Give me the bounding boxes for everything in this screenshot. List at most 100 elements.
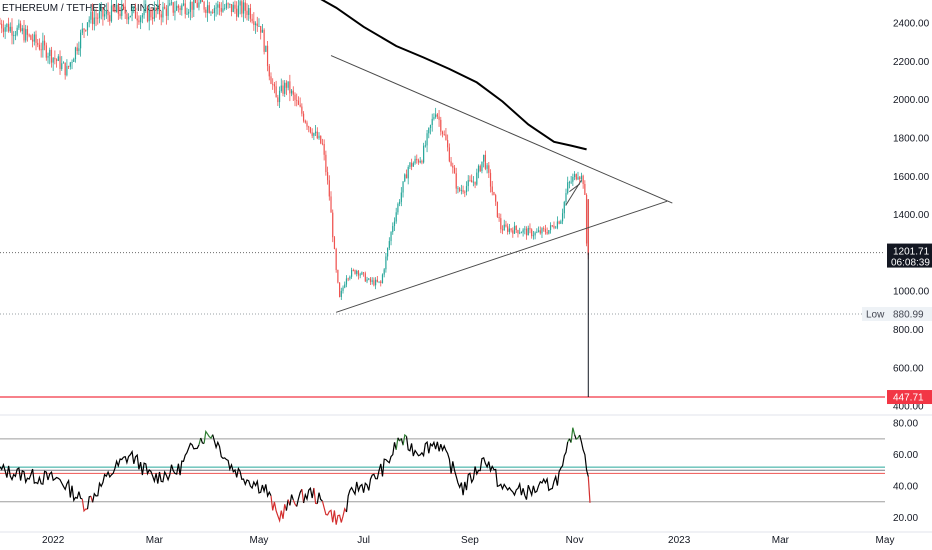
candle-body	[527, 227, 529, 236]
candle-body	[575, 174, 577, 180]
candle-body	[119, 13, 121, 16]
candle-body	[232, 4, 234, 12]
candle-body	[498, 217, 500, 219]
candle-body	[203, 1, 205, 10]
candle-body	[110, 5, 113, 22]
candle-body	[263, 29, 265, 52]
candle-body	[376, 279, 378, 282]
candle-body	[496, 201, 498, 218]
candle-body	[568, 182, 571, 183]
candle-body	[409, 162, 411, 168]
candle-body	[585, 194, 588, 244]
candle-body	[37, 42, 39, 45]
candle-body	[76, 47, 78, 52]
candle-body	[59, 56, 61, 69]
candle-body	[407, 167, 409, 179]
candle-body	[277, 97, 279, 103]
candle-body	[69, 62, 71, 67]
candle-body	[489, 172, 492, 187]
rsi-line	[303, 486, 315, 504]
candle-body	[397, 203, 399, 213]
candle-body	[93, 17, 95, 25]
candle-body	[375, 279, 377, 286]
candle-body	[136, 18, 138, 21]
candle-body	[419, 161, 421, 163]
candle-body	[508, 228, 510, 232]
candle-body	[448, 147, 450, 162]
candle-body	[320, 135, 322, 144]
candle-body	[316, 131, 318, 139]
candle-body	[462, 190, 464, 192]
candle-body	[453, 167, 456, 174]
candle-body	[162, 6, 164, 18]
candle-body	[337, 269, 339, 283]
rsi-line	[296, 488, 303, 507]
candle-body	[567, 182, 569, 194]
candle-body	[7, 23, 10, 32]
candle-body	[467, 180, 469, 187]
candle-body	[479, 165, 481, 172]
rsi-line	[289, 494, 294, 506]
candle-body	[112, 5, 114, 11]
candle-body	[246, 10, 248, 15]
candle-body	[134, 7, 137, 19]
candle-body	[428, 128, 430, 134]
candle-body	[457, 188, 459, 190]
candle-body	[131, 9, 133, 16]
candle-body	[104, 14, 106, 17]
candle-body	[294, 94, 296, 100]
candle-body	[280, 85, 282, 92]
candle-body	[129, 15, 131, 17]
candle-body	[42, 40, 44, 51]
candle-body	[459, 188, 461, 191]
candle-body	[537, 230, 540, 232]
candle-body	[249, 8, 252, 19]
candle-body	[584, 183, 586, 195]
candle-body	[164, 6, 166, 9]
candle-body	[395, 212, 397, 222]
candle-body	[55, 59, 58, 61]
candle-body	[309, 127, 312, 133]
candle-body	[313, 133, 315, 136]
candle-body	[321, 143, 324, 145]
candle-body	[501, 229, 504, 231]
candle-body	[244, 2, 246, 11]
candle-body	[447, 140, 449, 148]
rsi-line	[321, 500, 348, 525]
candle-body	[117, 4, 119, 14]
candle-body	[326, 172, 329, 181]
candle-body	[114, 10, 116, 13]
candle-body	[436, 114, 438, 117]
candle-body	[234, 4, 236, 9]
candle-body	[239, 1, 241, 6]
candle-body	[580, 175, 583, 180]
candle-body	[332, 212, 334, 238]
price-tick-label: 1400.00	[893, 210, 930, 221]
candle-body	[438, 116, 440, 120]
candle-body	[265, 45, 267, 52]
candle-body	[160, 14, 162, 18]
time-tick-label: Mar	[772, 535, 790, 546]
rsi-line	[579, 434, 589, 477]
candle-body	[98, 11, 101, 19]
candle-body	[143, 8, 145, 16]
low-label: Low	[866, 310, 885, 321]
candle-body	[464, 191, 466, 193]
candle-body	[71, 61, 73, 63]
rsi-line	[574, 434, 577, 440]
candle-body	[335, 249, 337, 270]
candle-body	[284, 82, 286, 94]
candle-body	[9, 26, 11, 32]
candle-body	[61, 63, 63, 69]
candle-body	[206, 5, 209, 13]
candle-body	[122, 5, 125, 7]
rsi-line	[203, 429, 214, 444]
candle-body	[385, 256, 387, 270]
candle-body	[227, 3, 229, 5]
candle-body	[167, 5, 169, 16]
candle-body	[107, 10, 109, 16]
moving-average-line	[320, 0, 587, 151]
candle-body	[30, 35, 32, 40]
candle-body	[172, 2, 174, 13]
